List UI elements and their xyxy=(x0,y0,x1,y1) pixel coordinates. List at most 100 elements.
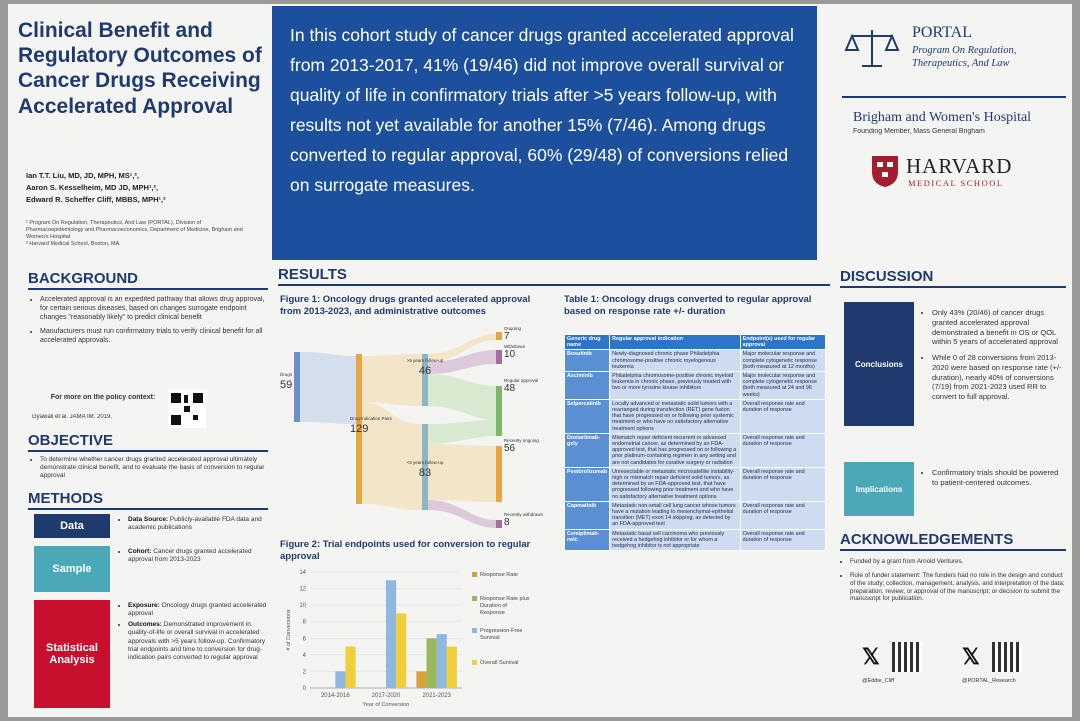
node-bar xyxy=(496,332,502,340)
method-label: Data xyxy=(34,514,110,538)
authors: Ian T.T. Liu, MD, JD, MPH, MS¹,², Aaron S… xyxy=(26,170,271,206)
node-value: 10 xyxy=(504,349,516,360)
table-cell: Metastatic basal cell carcinoma who prev… xyxy=(609,528,741,552)
table-row: Dostarlimab-gxly Mismatch repair deficien… xyxy=(564,432,826,468)
node-value: 59 xyxy=(280,379,292,391)
table-row: Bosutinib Newly-diagnosed chronic phase P… xyxy=(564,349,826,373)
legend-line: Response Rate plus xyxy=(480,596,530,602)
legend-swatch xyxy=(472,628,477,633)
legend-label: Response Rate xyxy=(480,572,518,578)
sankey-labels: Drugs 59 Drug-indication Pairs 129 >5 years … xyxy=(280,326,544,528)
node-bar xyxy=(496,446,502,502)
background-body: Accelerated approval is an expedited pat… xyxy=(30,296,268,352)
table1-wrap: Generic drug name Regular approval indica… xyxy=(564,334,826,706)
background-list: Accelerated approval is an expedited pat… xyxy=(30,296,268,346)
harvard-name: HARVARD xyxy=(906,154,1013,178)
bar xyxy=(386,580,397,688)
flow xyxy=(428,374,496,420)
node-bar xyxy=(422,424,428,510)
method-list: Exposure: Oncology drugs granted acceler… xyxy=(118,602,272,662)
table-cell: Bosutinib xyxy=(564,349,611,373)
node-value: 129 xyxy=(350,423,368,435)
node-value: 8 xyxy=(504,517,510,528)
qr-code xyxy=(892,642,922,672)
bullet: Manufacturers must run confirmatory tria… xyxy=(40,328,268,346)
objective-list: To determine whether cancer drugs grante… xyxy=(30,456,270,480)
bullet: Funded by a grant from Arnold Ventures. xyxy=(850,558,1068,566)
results-heading: RESULTS xyxy=(278,266,830,286)
node-value: 48 xyxy=(504,383,516,394)
bwh-name: Brigham and Women's Hospital xyxy=(853,110,1032,125)
table-cell: Mismatch repair deficient recurrent or a… xyxy=(609,432,741,468)
table-cell: Major molecular response and complete cy… xyxy=(739,349,826,373)
node-bar xyxy=(496,520,502,528)
bar xyxy=(446,646,457,688)
table-cell: Dostarlimab-gxly xyxy=(564,432,611,468)
discussion-list: Confirmatory trials should be powered to… xyxy=(922,468,1066,488)
method-term: Cohort: xyxy=(128,548,152,555)
method-term: Outcomes: xyxy=(128,621,162,629)
bar xyxy=(416,671,427,688)
table-row: Selpercatinib Locally advanced or metasta… xyxy=(564,398,826,434)
scales-icon xyxy=(844,30,900,67)
author: Ian T.T. Liu, MD, JD, MPH, MS¹,², xyxy=(26,171,139,180)
table1-title: Table 1: Oncology drugs converted to reg… xyxy=(564,294,812,318)
discussion-heading: DISCUSSION xyxy=(840,268,1066,288)
citation: Gyawali et al. JAMA IM. 2019. xyxy=(32,414,113,420)
figure2-chart: 0 2 4 6 8 10 12 14 # of Conversions Year of Conve… xyxy=(286,570,530,708)
legend-line: Response xyxy=(480,610,505,616)
table-cell: Pembrolizumab xyxy=(564,466,611,502)
bullet: Accelerated approval is an expedited pat… xyxy=(40,296,268,322)
bullet: Confirmatory trials should be powered to… xyxy=(932,468,1066,488)
x-tick-label: 2021-2023 xyxy=(422,693,451,699)
node-value: 83 xyxy=(419,467,431,479)
table-cell: Unresectable or metastatic microsatellit… xyxy=(609,466,741,502)
policy-note: For more on the policy context: xyxy=(50,394,156,401)
harvard-sub: MEDICAL SCHOOL xyxy=(908,178,1004,188)
table-cell: Overall response rate and duration of re… xyxy=(739,398,826,434)
flow xyxy=(362,402,422,510)
x-axis-label: Year of Conversion xyxy=(363,702,410,708)
acknowledgements-list: Funded by a grant from Arnold Ventures. R… xyxy=(840,558,1068,603)
method-desc: Oncology drugs granted accelerated appro… xyxy=(128,602,267,618)
node-label: Recently ongoing xyxy=(504,438,539,443)
bar xyxy=(436,634,447,688)
method-term: Data Source: xyxy=(128,516,169,523)
affiliation: ² Harvard Medical School, Boston, MA xyxy=(26,241,120,248)
y-tick-label: 2 xyxy=(303,669,307,675)
table1: Generic drug name Regular approval indica… xyxy=(564,334,826,552)
method-label: Statistical Analysis xyxy=(34,600,110,708)
bullet: Role of funder statement: The funders ha… xyxy=(850,572,1068,603)
portal-name: PORTAL xyxy=(912,24,972,41)
method-item: Exposure: Oncology drugs granted acceler… xyxy=(128,602,272,618)
discussion-list: Only 43% (20/46) of cancer drugs granted… xyxy=(922,308,1066,402)
table-cell: Philadelphia chromosome-positive chronic… xyxy=(609,371,741,400)
y-axis-label: # of Conversions xyxy=(286,609,292,651)
table-cell: Overall response rate and duration of re… xyxy=(739,466,826,502)
y-tick-label: 14 xyxy=(299,570,306,576)
flow xyxy=(300,352,356,424)
author: Edward R. Scheffer Cliff, MBBS, MPH¹,² xyxy=(26,195,166,204)
node-label: Recently withdrawn xyxy=(504,512,544,517)
figure1-title: Figure 1: Oncology drugs granted acceler… xyxy=(280,294,531,318)
method-desc: Publicly-available FDA data and academic… xyxy=(128,516,262,532)
table-cell: Cemiplimab-rwlc xyxy=(564,528,611,552)
acknowledgements-heading: ACKNOWLEDGEMENTS xyxy=(840,531,1066,551)
qr-code xyxy=(168,390,206,428)
affiliation: ¹ Program On Regulation, Therapeutics, A… xyxy=(26,220,243,241)
handles: 𝕏 @Eddie_Cliff 𝕏 @PORTAL_Research xyxy=(848,640,1068,690)
node-bar xyxy=(356,354,362,504)
flow xyxy=(428,334,496,362)
method-term: Exposure: xyxy=(128,602,160,609)
poster: Clinical Benefit and Regulatory Outcomes… xyxy=(8,4,1072,717)
background-heading: BACKGROUND xyxy=(28,270,268,290)
method-text: Cohort: Cancer drugs granted accelerated… xyxy=(118,548,272,567)
method-list: Cohort: Cancer drugs granted accelerated… xyxy=(118,548,272,564)
node-value: 7 xyxy=(504,331,510,342)
acknowledgements-body: Funded by a grant from Arnold Ventures. R… xyxy=(840,558,1068,609)
node-bar xyxy=(496,350,502,364)
table-cell: Locally advanced or metastatic solid tum… xyxy=(609,398,741,434)
legend-swatch xyxy=(472,660,477,665)
sankey-flows xyxy=(300,334,496,528)
handle: @PORTAL_Research xyxy=(962,678,1016,684)
